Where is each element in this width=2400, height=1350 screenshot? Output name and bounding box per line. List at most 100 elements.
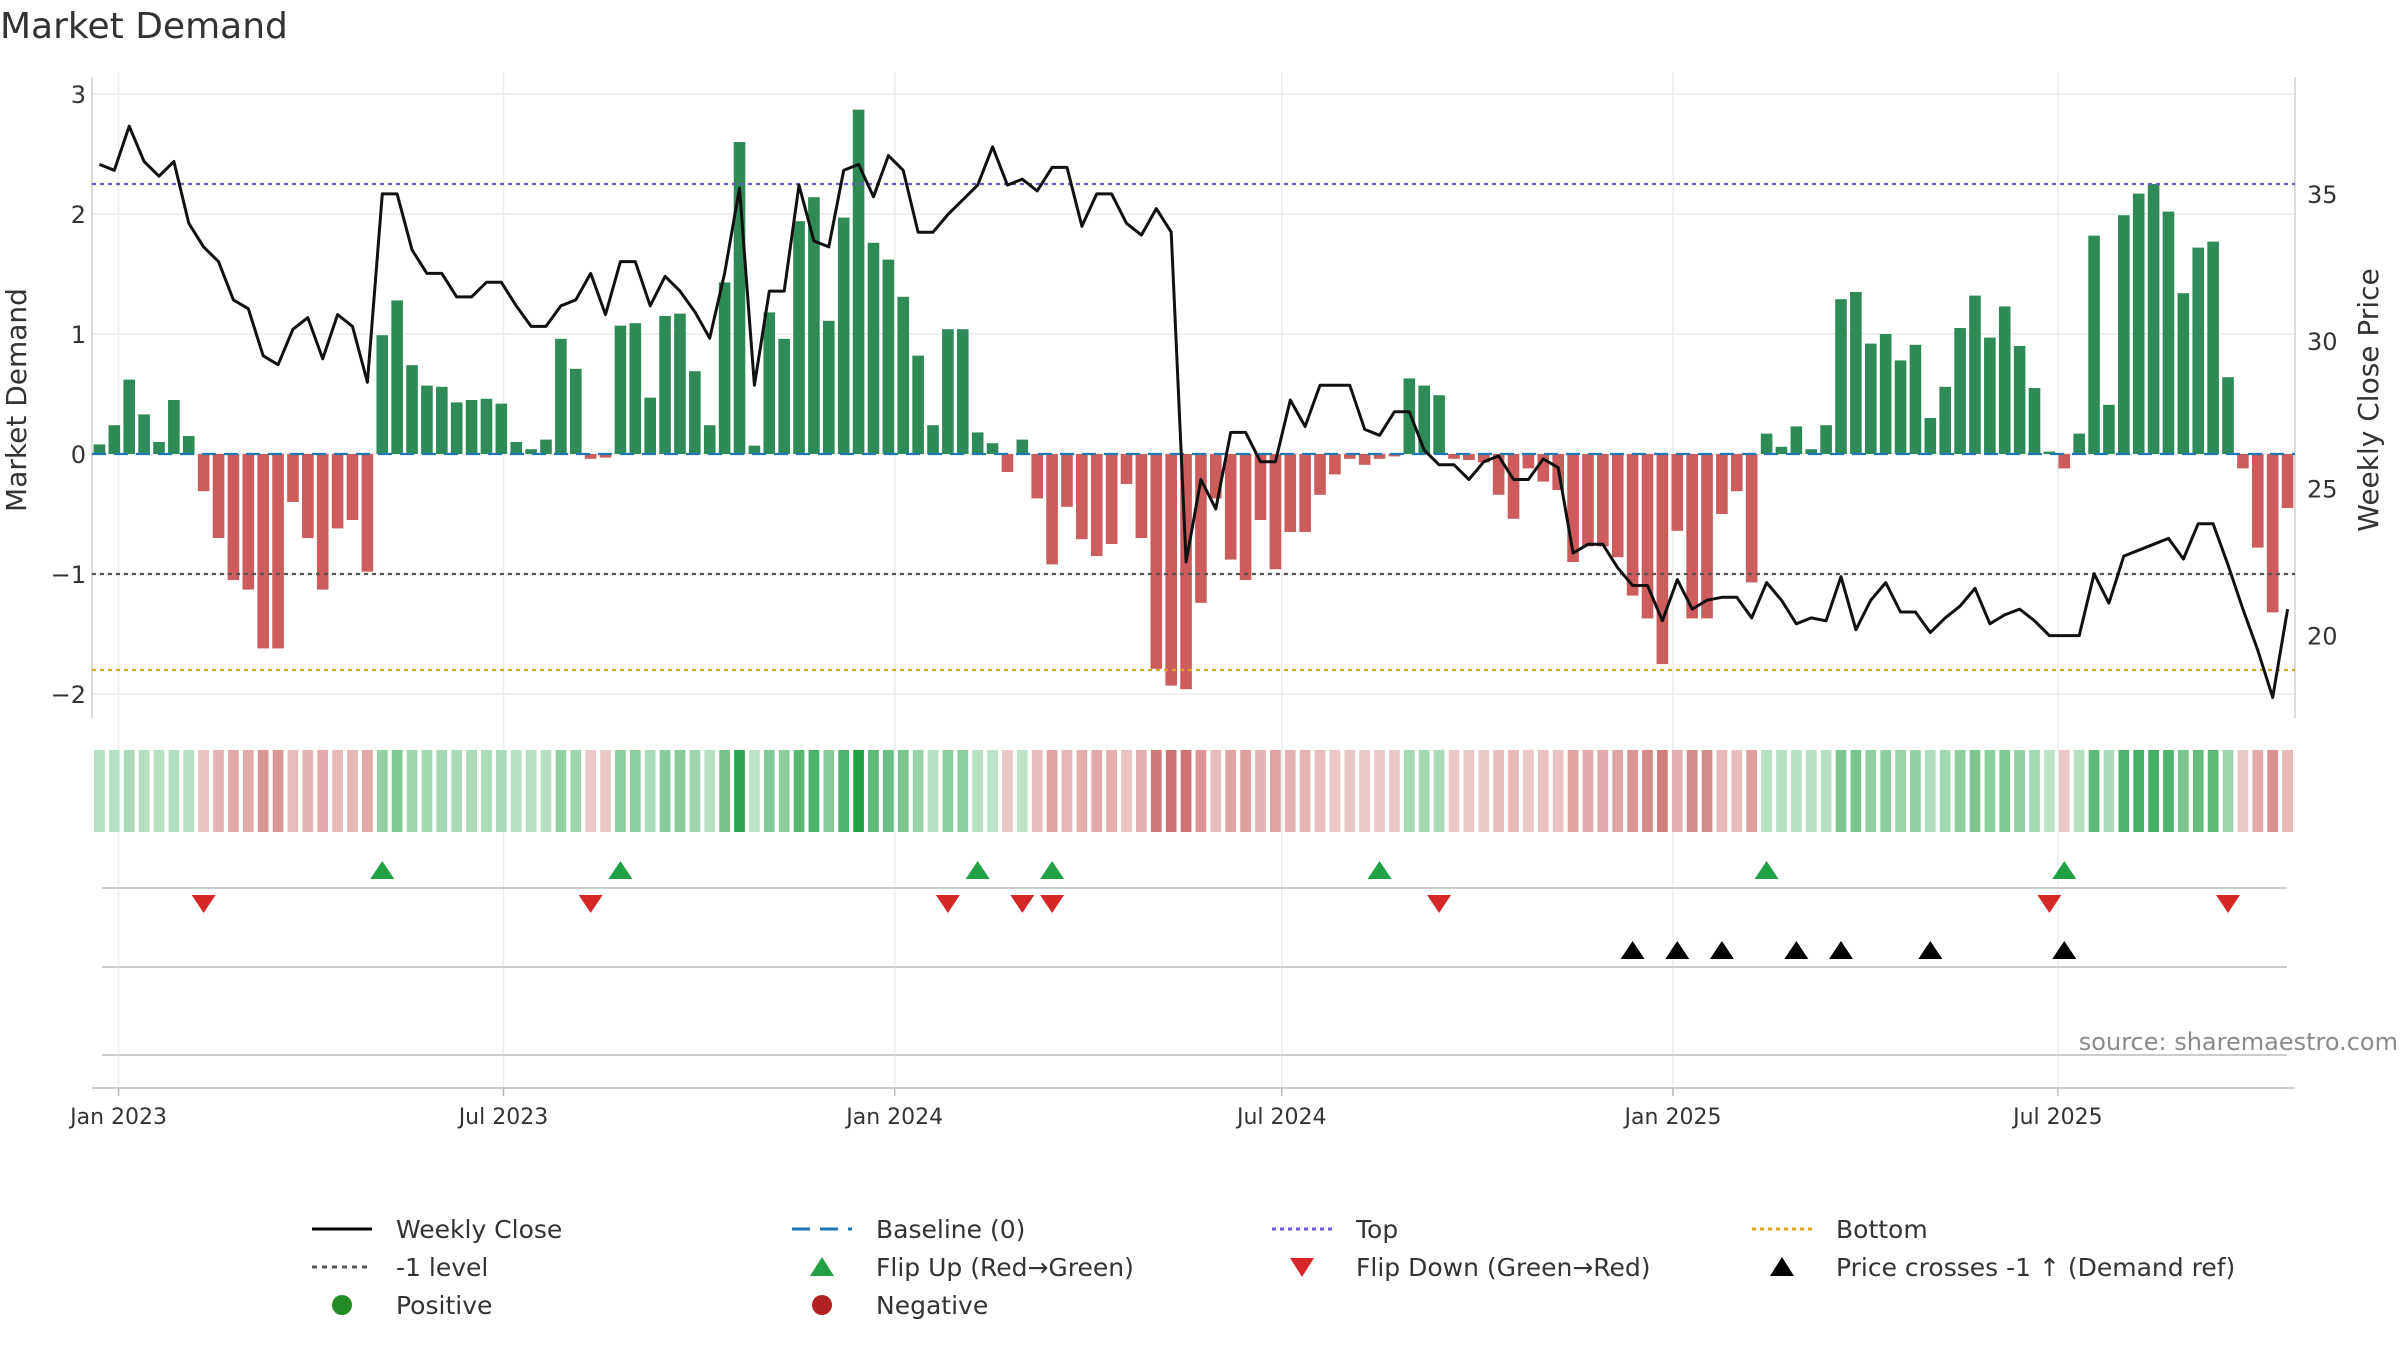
y-right-tick-label: 25 bbox=[2307, 475, 2338, 503]
demand-bar bbox=[1671, 454, 1684, 531]
demand-bar bbox=[1641, 454, 1654, 619]
demand-bar bbox=[1507, 454, 1520, 519]
demand-bar bbox=[1433, 395, 1445, 454]
heat-strip-cell bbox=[525, 750, 537, 832]
heat-strip-cell bbox=[1180, 750, 1192, 832]
heat-strip-cell bbox=[793, 750, 805, 832]
heat-strip-cell bbox=[1121, 750, 1132, 832]
demand-bar bbox=[1998, 306, 2011, 454]
heat-strip-cell bbox=[1046, 750, 1058, 832]
demand-bar bbox=[123, 379, 136, 454]
heat-strip-cell bbox=[2044, 750, 2055, 832]
heat-strip-cell bbox=[1523, 750, 1534, 832]
heat-strip-cell bbox=[1478, 750, 1490, 832]
demand-bar bbox=[1537, 454, 1550, 482]
demand-bar bbox=[1343, 454, 1356, 459]
demand-bar bbox=[1180, 454, 1192, 690]
demand-bar bbox=[674, 313, 686, 454]
demand-bar bbox=[1463, 454, 1475, 460]
heat-strip-cell bbox=[108, 750, 120, 832]
demand-bar bbox=[823, 320, 835, 454]
demand-bar bbox=[2177, 293, 2190, 454]
demand-bar bbox=[1969, 295, 1981, 454]
heat-strip-cell bbox=[585, 750, 597, 832]
demand-bar bbox=[1046, 454, 1058, 565]
demand-bar bbox=[2058, 454, 2071, 469]
flip-up-marker bbox=[608, 861, 633, 879]
flip-down-marker bbox=[2216, 895, 2241, 913]
price-cross-marker bbox=[1829, 941, 1854, 959]
legend-label: Baseline (0) bbox=[876, 1214, 1026, 1244]
heat-strip-cell bbox=[615, 750, 626, 832]
demand-bar bbox=[1448, 454, 1460, 459]
heat-strip-cell bbox=[1329, 750, 1341, 832]
demand-bar bbox=[852, 109, 865, 454]
demand-bar bbox=[2043, 451, 2056, 454]
heat-strip-cell bbox=[555, 750, 567, 832]
heat-strip-cell bbox=[302, 750, 314, 832]
heat-strip-cell bbox=[1061, 750, 1073, 832]
heat-strip-cell bbox=[2148, 750, 2159, 832]
legend-minus-one: -1 level bbox=[310, 1248, 488, 1286]
demand-bar bbox=[1090, 454, 1103, 556]
heat-strip-cell bbox=[2058, 750, 2070, 832]
heat-strip-cell bbox=[257, 750, 269, 832]
flip-up-marker bbox=[965, 861, 990, 879]
heat-strip-cell bbox=[2029, 750, 2040, 832]
heat-strip-cell bbox=[749, 750, 760, 832]
demand-bar bbox=[2073, 433, 2085, 454]
heat-strip-cell bbox=[1701, 750, 1713, 832]
heat-strip-cell bbox=[1910, 750, 1921, 832]
heat-strip-cell bbox=[2252, 750, 2264, 832]
demand-bar bbox=[971, 432, 984, 454]
demand-bar bbox=[495, 403, 508, 454]
heat-strip-cell bbox=[1671, 750, 1683, 832]
price-cross-marker bbox=[1620, 941, 1645, 959]
heat-strip-cell bbox=[823, 750, 835, 832]
legend-baseline: Baseline (0) bbox=[790, 1210, 1025, 1248]
y-right-tick-label: 30 bbox=[2307, 328, 2338, 356]
demand-bar bbox=[168, 400, 180, 454]
heat-strip-cell bbox=[1597, 750, 1609, 832]
demand-bar bbox=[1195, 454, 1207, 603]
heat-strip-cell bbox=[734, 750, 745, 832]
heat-strip-cell bbox=[2207, 750, 2219, 832]
heat-strip-cell bbox=[1463, 750, 1475, 832]
demand-bar bbox=[1522, 454, 1535, 469]
legend-label: -1 level bbox=[396, 1252, 489, 1282]
legend-minus-one-swatch bbox=[312, 1265, 372, 1269]
flip-down-marker bbox=[578, 895, 603, 913]
demand-bar bbox=[882, 259, 895, 454]
demand-bar bbox=[465, 400, 478, 454]
demand-bar bbox=[1239, 454, 1252, 580]
heat-strip-cell bbox=[1552, 750, 1564, 832]
heat-strip-cell bbox=[1686, 750, 1698, 832]
demand-bar bbox=[510, 442, 523, 454]
heat-strip-cell bbox=[570, 750, 582, 832]
demand-bar bbox=[480, 398, 493, 454]
legend-positive-swatch bbox=[332, 1295, 352, 1315]
demand-bar bbox=[569, 368, 582, 454]
heat-strip-cell bbox=[1002, 750, 1013, 832]
heat-strip-cell bbox=[1716, 750, 1728, 832]
heat-strip-cell bbox=[2192, 750, 2204, 832]
heat-strip-cell bbox=[659, 750, 671, 832]
demand-bar bbox=[1582, 454, 1594, 547]
demand-bar bbox=[733, 142, 746, 454]
heat-strip-cell bbox=[808, 750, 820, 832]
legend-negative-swatch bbox=[812, 1295, 832, 1315]
y-right-tick-label: 35 bbox=[2307, 181, 2338, 209]
demand-bar bbox=[197, 454, 210, 492]
demand-bar bbox=[2162, 211, 2175, 454]
demand-bar bbox=[1314, 454, 1326, 495]
demand-bar bbox=[1731, 454, 1743, 492]
flip-up-marker bbox=[370, 861, 395, 879]
flip-down-marker bbox=[2037, 895, 2062, 913]
demand-bar bbox=[1820, 425, 1832, 454]
heat-strip-cell bbox=[272, 750, 284, 832]
demand-bar bbox=[1329, 454, 1341, 475]
heat-strip-cell bbox=[1031, 750, 1043, 832]
demand-bar bbox=[1224, 454, 1237, 560]
demand-bar bbox=[242, 454, 255, 590]
